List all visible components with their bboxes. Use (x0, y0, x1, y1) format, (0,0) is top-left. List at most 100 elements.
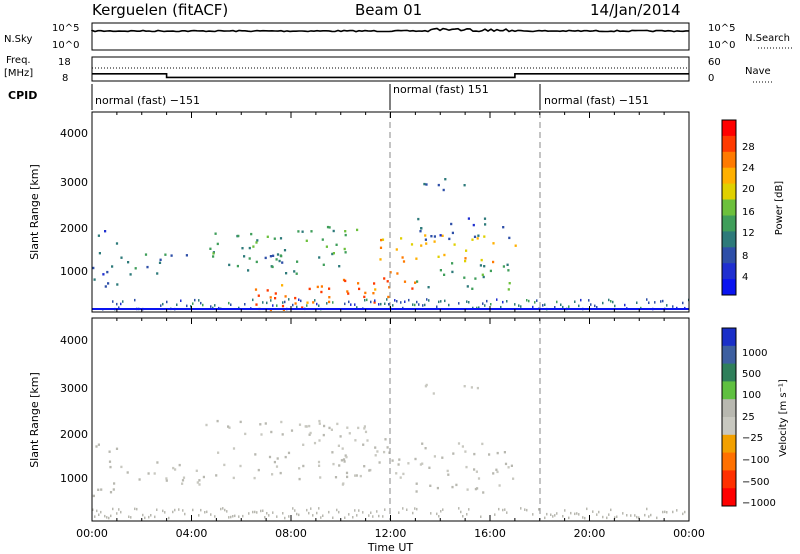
velocity-cell-141 (424, 447, 427, 450)
power-cell-4 (98, 252, 101, 255)
velocity-cell-87 (364, 430, 368, 434)
xtick-1600: 16:00 (474, 527, 506, 540)
velocity-floor-352 (352, 516, 354, 519)
power-cell-108 (274, 297, 277, 300)
power-cell-93 (328, 287, 331, 290)
power-floor-384 (384, 302, 386, 305)
power-floor-300 (300, 299, 302, 303)
nave-label: Nave (745, 66, 771, 77)
power-cell-183 (473, 235, 477, 238)
velocity-cell-154 (363, 465, 366, 468)
power-cell-163 (443, 273, 446, 276)
velocity-cell-152 (374, 446, 377, 449)
power-cell-6 (102, 273, 105, 276)
velocity-floor-200 (200, 508, 202, 512)
power-cell-7 (92, 266, 95, 270)
power-floor-162 (162, 302, 164, 306)
power-cell-194 (430, 235, 433, 238)
velocity-cell-148 (345, 471, 349, 475)
power-cell-16 (331, 252, 334, 256)
power-floor-478 (478, 306, 480, 309)
velocity-cell-59 (331, 451, 334, 454)
power-floor-116 (116, 302, 118, 306)
power-cell-187 (450, 222, 453, 226)
power-cell-127 (411, 287, 414, 290)
power-cell-87 (274, 292, 277, 295)
velocity-floor-226 (226, 510, 228, 513)
power-cbar-tick-20: 20 (742, 184, 755, 195)
power-floor-614 (614, 304, 616, 308)
power-floor-636 (636, 301, 638, 304)
velocity-floor-294 (294, 509, 296, 512)
velocity-floor-626 (626, 514, 628, 517)
velocity-cell-42 (196, 481, 199, 484)
velocity-cell-130 (419, 463, 422, 466)
power-cell-23 (243, 255, 246, 258)
power-cell-11 (106, 270, 109, 274)
velocity-cell-65 (228, 426, 231, 429)
power-colorbar-frame (721, 119, 737, 296)
velocity-cell-11 (108, 460, 112, 463)
power-cell-169 (479, 264, 482, 267)
power-cell-42 (271, 265, 274, 269)
velocity-cell-56 (260, 433, 263, 436)
velocity-cell-171 (470, 386, 473, 389)
velocity-cell-31 (156, 461, 159, 464)
power-floor-212 (212, 306, 214, 310)
power-cell-41 (170, 254, 173, 257)
velocity-floor-378 (378, 514, 380, 518)
power-cell-100 (301, 306, 304, 309)
power-cell-188 (451, 231, 454, 235)
power-floor-544 (544, 303, 546, 306)
velocity-cell-93 (363, 427, 366, 430)
power-cell-17 (134, 267, 137, 270)
velocity-floor-376 (376, 510, 378, 513)
velocity-cbar-tick-500: 500 (742, 369, 761, 380)
power-colorbar-swatch-8 (722, 247, 736, 264)
velocity-floor-228 (228, 516, 230, 519)
velocity-floor-466 (466, 513, 468, 516)
velocity-floor-468 (468, 508, 470, 511)
velocity-cell-94 (308, 424, 311, 428)
power-cell-189 (424, 238, 427, 241)
velocity-floor-532 (532, 513, 534, 516)
power-cell-104 (363, 295, 366, 299)
velocity-cell-41 (202, 475, 205, 479)
velocity-floor-356 (356, 514, 358, 517)
velocity-cell-30 (273, 460, 276, 464)
power-floor-654 (654, 301, 656, 304)
power-floor-408 (408, 298, 410, 302)
velocity-cell-38 (126, 471, 129, 474)
power-cell-132 (415, 257, 418, 260)
nsky-trace (91, 27, 689, 33)
velocity-colorbar-swatch-6 (722, 434, 736, 454)
power-floor-578 (578, 304, 580, 308)
power-cell-26 (318, 256, 321, 259)
power-floor-496 (496, 298, 498, 301)
power-floor-554 (554, 306, 556, 309)
power-floor-186 (186, 304, 188, 308)
power-floor-472 (472, 306, 474, 310)
power-floor-440 (440, 300, 442, 303)
power-cell-179 (437, 183, 440, 187)
velocity-floor-164 (164, 511, 166, 514)
power-floor-316 (316, 302, 318, 306)
power-cell-81 (241, 247, 244, 250)
power-floor-444 (444, 299, 446, 303)
velocity-floor-104 (104, 514, 106, 518)
velocity-cell-48 (332, 462, 335, 466)
power-floor-602 (602, 301, 604, 305)
power-colorbar-label: Power [dB] (774, 181, 785, 236)
power-cell-74 (344, 233, 347, 237)
power-cbar-tick-16: 16 (742, 207, 755, 218)
power-floor-198 (198, 299, 200, 302)
power-cell-200 (419, 230, 422, 233)
velocity-floor-222 (222, 507, 224, 510)
velocity-colorbar-swatch-8 (722, 470, 736, 489)
power-cell-146 (441, 234, 444, 237)
velocity-cell-86 (304, 425, 307, 428)
power-cbar-tick-28: 28 (742, 142, 755, 153)
velocity-floor-288 (288, 515, 290, 518)
power-cell-199 (483, 217, 487, 220)
power-cell-36 (248, 257, 251, 260)
